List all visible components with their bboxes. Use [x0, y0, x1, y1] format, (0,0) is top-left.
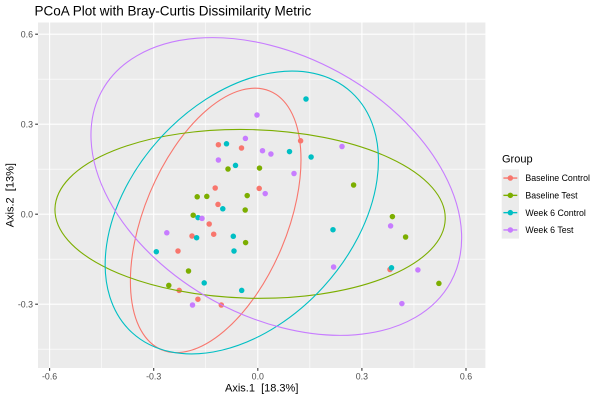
svg-text:-0.3: -0.3 [18, 299, 33, 309]
svg-text:Axis.1 [18.3%]: Axis.1 [18.3%] [225, 383, 298, 395]
svg-text:Week 6 Test: Week 6 Test [525, 225, 574, 235]
svg-text:0.6: 0.6 [21, 29, 33, 39]
svg-text:0.0: 0.0 [21, 209, 33, 219]
svg-text:0.3: 0.3 [356, 372, 368, 382]
svg-text:Axis.2 [13%]: Axis.2 [13%] [5, 163, 17, 227]
svg-text:-0.3: -0.3 [146, 372, 161, 382]
svg-text:0.0: 0.0 [252, 372, 264, 382]
svg-text:PCoA Plot with Bray-Curtis Dis: PCoA Plot with Bray-Curtis Dissimilarity… [35, 4, 312, 19]
svg-text:Baseline Control: Baseline Control [525, 173, 590, 183]
svg-text:0.6: 0.6 [460, 372, 472, 382]
svg-text:Week 6 Control: Week 6 Control [525, 208, 586, 218]
svg-text:Group: Group [502, 154, 533, 166]
svg-text:Baseline Test: Baseline Test [525, 190, 578, 200]
svg-text:-0.6: -0.6 [42, 372, 57, 382]
svg-text:0.3: 0.3 [21, 119, 33, 129]
